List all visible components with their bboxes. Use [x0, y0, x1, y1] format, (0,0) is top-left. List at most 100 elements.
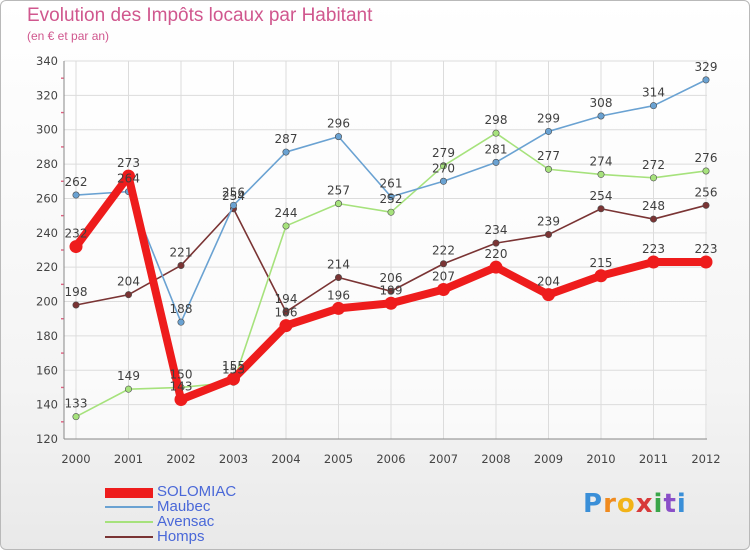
data-label-solomiac: 273 [117, 156, 140, 170]
data-point-avensac [544, 165, 552, 173]
data-label-maubec: 256 [222, 185, 245, 199]
x-tick-label: 2005 [324, 452, 353, 466]
data-point-maubec [597, 112, 605, 120]
data-point-avensac [439, 162, 447, 170]
data-label-maubec: 188 [170, 302, 193, 316]
legend-label: Maubec [157, 498, 211, 515]
data-point-maubec [72, 191, 80, 199]
data-point-avensac [387, 208, 395, 216]
data-label-homps: 254 [590, 189, 613, 203]
x-tick-label: 2003 [219, 452, 248, 466]
proxiti-logo: Proxiti [583, 489, 687, 519]
x-tick-label: 2002 [166, 452, 195, 466]
data-point-homps [334, 273, 342, 281]
logo-letter: r [603, 489, 617, 519]
data-point-solomiac [542, 288, 555, 302]
data-label-solomiac: 204 [537, 275, 560, 289]
y-tick-label: 240 [36, 226, 58, 240]
x-tick-label: 2001 [114, 452, 143, 466]
data-point-avensac [649, 174, 657, 182]
legend-swatch [105, 536, 153, 538]
data-label-solomiac: 232 [65, 227, 88, 241]
logo-letter: i [653, 489, 664, 519]
data-label-solomiac: 223 [642, 242, 665, 256]
x-tick-label: 2009 [534, 452, 563, 466]
data-label-maubec: 314 [642, 86, 665, 100]
data-point-maubec [387, 193, 395, 201]
legend-swatch [105, 506, 153, 508]
data-label-homps: 256 [695, 185, 718, 199]
data-label-solomiac: 207 [432, 270, 455, 284]
data-point-solomiac [122, 169, 135, 183]
data-point-avensac [125, 385, 133, 393]
data-label-homps: 198 [65, 285, 88, 299]
data-point-maubec [649, 102, 657, 110]
plot-area [64, 61, 707, 439]
x-tick-label: 2004 [271, 452, 300, 466]
data-label-maubec: 261 [380, 177, 403, 191]
data-label-homps: 222 [432, 244, 455, 258]
data-point-maubec [439, 177, 447, 185]
data-label-avensac: 153 [222, 362, 245, 376]
data-point-maubec [492, 158, 500, 166]
data-point-solomiac [174, 392, 188, 406]
data-label-homps: 204 [117, 275, 140, 289]
logo-letter: t [663, 489, 677, 519]
data-label-homps: 194 [275, 292, 298, 306]
data-label-maubec: 264 [117, 172, 140, 186]
legend-swatch [105, 488, 153, 498]
data-label-maubec: 281 [485, 142, 508, 156]
data-label-homps: 206 [380, 271, 403, 285]
data-label-avensac: 272 [642, 158, 665, 172]
data-point-avensac [492, 129, 500, 137]
legend-label: Homps [157, 528, 205, 545]
legend-swatch [105, 521, 153, 523]
data-point-homps [177, 261, 185, 269]
x-tick-label: 2000 [61, 452, 90, 466]
data-point-avensac [282, 222, 290, 230]
data-point-maubec [702, 76, 710, 84]
data-label-avensac: 298 [485, 113, 508, 127]
data-point-homps [492, 239, 500, 247]
data-point-maubec [334, 133, 342, 141]
data-point-solomiac [489, 260, 503, 274]
data-point-maubec [177, 318, 185, 326]
logo-letter: P [583, 489, 604, 519]
y-tick-label: 160 [36, 363, 58, 377]
data-label-homps: 239 [537, 215, 560, 229]
y-tick-label: 140 [36, 398, 58, 412]
data-point-homps [387, 287, 395, 295]
y-tick-label: 180 [36, 329, 58, 343]
x-tick-label: 2012 [691, 452, 720, 466]
x-tick-label: 2006 [376, 452, 405, 466]
data-label-avensac: 133 [65, 397, 88, 411]
data-label-maubec: 308 [590, 96, 613, 110]
data-point-solomiac [647, 255, 660, 269]
data-label-avensac: 149 [117, 369, 140, 383]
data-point-homps [72, 301, 80, 309]
data-label-maubec: 270 [432, 161, 455, 175]
data-point-avensac [72, 413, 80, 421]
data-label-homps: 248 [642, 199, 665, 213]
data-label-avensac: 277 [537, 149, 560, 163]
data-point-homps [702, 201, 710, 209]
data-point-solomiac [279, 319, 293, 333]
data-label-avensac: 252 [380, 192, 403, 206]
data-label-homps: 234 [485, 223, 508, 237]
data-label-avensac: 279 [432, 146, 455, 160]
data-point-homps [439, 260, 447, 268]
data-label-homps: 214 [327, 257, 350, 271]
data-label-solomiac: 196 [327, 288, 350, 302]
data-label-solomiac: 220 [485, 247, 508, 261]
data-label-homps: 254 [222, 189, 245, 203]
data-point-solomiac [227, 372, 240, 386]
data-label-avensac: 276 [695, 151, 718, 165]
data-point-avensac [334, 200, 342, 208]
x-tick-label: 2007 [429, 452, 458, 466]
data-label-homps: 221 [170, 245, 193, 259]
data-label-avensac: 150 [170, 367, 193, 381]
x-tick-label: 2008 [481, 452, 510, 466]
data-label-solomiac: 199 [380, 283, 403, 297]
x-tick-label: 2011 [639, 452, 668, 466]
